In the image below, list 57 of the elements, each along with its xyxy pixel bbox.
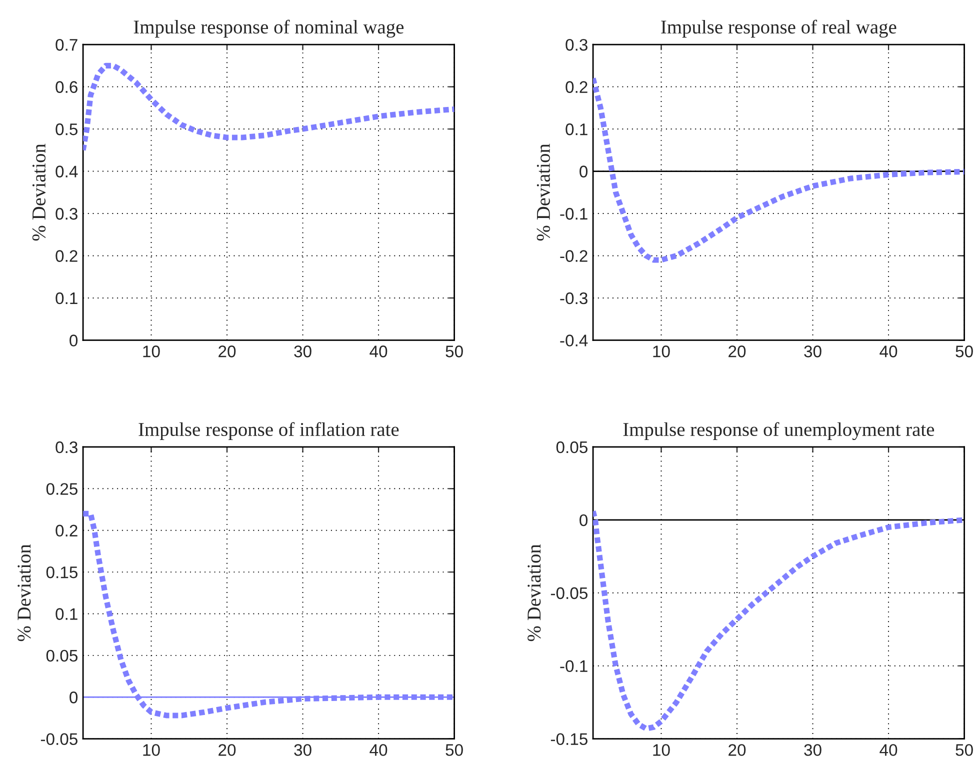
y-tick-label: 0.2 (56, 524, 78, 537)
x-tick-label: 10 (653, 744, 670, 756)
y-tick-label: 0.15 (46, 566, 78, 578)
y-tick-label: 0.2 (56, 250, 78, 262)
y-tick-label: 0.1 (56, 608, 78, 620)
y-tick-label: 0 (70, 334, 78, 346)
y-axis-title: % Deviation (32, 144, 46, 241)
y-tick-label: 0.05 (556, 441, 588, 454)
y-axis-title: % Deviation (536, 144, 550, 241)
x-tick-label: 40 (880, 346, 898, 358)
x-tick-label: 50 (446, 346, 463, 358)
y-tick-label: 0.1 (56, 292, 78, 304)
y-tick-label: 0.3 (566, 38, 588, 51)
y-tick-label: -0.05 (40, 733, 78, 746)
y-axis-title: % Deviation (528, 544, 541, 642)
x-tick-label: 30 (804, 744, 822, 756)
y-tick-label: -0.05 (550, 587, 588, 600)
chart-title: Impulse response of unemployment rate (623, 422, 934, 440)
x-tick-label: 10 (653, 346, 670, 358)
x-tick-label: 20 (728, 346, 746, 358)
chart-title: Impulse response of real wage (661, 20, 896, 38)
x-tick-label: 20 (218, 346, 236, 358)
y-tick-label: 0 (580, 514, 588, 526)
y-tick-label: 0 (580, 166, 588, 178)
y-tick-label: -0.2 (560, 250, 588, 262)
y-tick-label: 0.7 (56, 38, 78, 51)
y-tick-label: 0.3 (56, 441, 78, 454)
y-tick-label: 0.2 (566, 81, 588, 93)
x-tick-label: 30 (294, 346, 312, 358)
y-tick-label: 0.05 (46, 650, 78, 662)
x-tick-label: 40 (880, 744, 898, 756)
y-tick-label: 0.6 (56, 81, 78, 93)
y-tick-label: 0.4 (56, 166, 78, 178)
y-tick-label: 0.1 (566, 123, 588, 136)
x-tick-label: 50 (446, 744, 463, 756)
y-tick-label: -0.1 (560, 660, 588, 672)
y-tick-label: -0.1 (560, 208, 588, 220)
x-tick-label: 30 (804, 346, 822, 358)
x-tick-label: 10 (143, 744, 160, 756)
y-tick-label: -0.4 (560, 334, 588, 346)
x-tick-label: 30 (294, 744, 312, 756)
x-tick-label: 40 (370, 346, 388, 358)
y-axis-title: % Deviation (18, 544, 31, 642)
x-tick-label: 20 (218, 744, 236, 756)
x-tick-label: 40 (370, 744, 388, 756)
chart-title: Impulse response of inflation rate (138, 422, 399, 440)
chart-title: Impulse response of nominal wage (134, 20, 404, 38)
y-tick-label: -0.3 (560, 292, 588, 304)
x-tick-label: 20 (728, 744, 746, 756)
y-tick-label: 0.3 (56, 208, 78, 220)
x-tick-label: 10 (143, 346, 160, 358)
y-tick-label: 0.5 (56, 123, 78, 136)
x-tick-label: 50 (956, 346, 973, 358)
y-tick-label: 0 (70, 692, 78, 704)
x-tick-label: 50 (956, 744, 973, 756)
y-tick-label: -0.15 (550, 733, 588, 746)
y-tick-label: 0.25 (46, 483, 78, 495)
